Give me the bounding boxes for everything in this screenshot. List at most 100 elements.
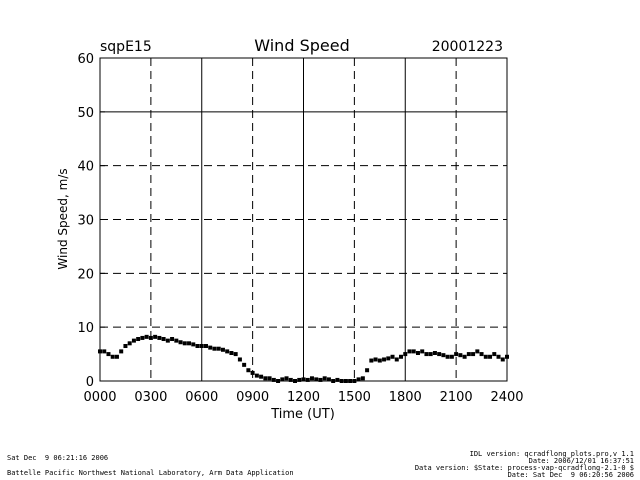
data-point: [280, 377, 285, 382]
data-point: [102, 349, 107, 354]
data-point: [437, 352, 442, 357]
data-point: [449, 354, 454, 359]
data-point: [178, 340, 183, 345]
axis-ticks: 0000 0300 0600 0900 1200 1500 1800 2100 2400 0 10 2…: [77, 52, 523, 405]
x-tick-label: 0300: [134, 390, 167, 405]
data-point: [165, 338, 170, 343]
data-point: [492, 352, 497, 357]
data-point: [174, 338, 179, 343]
data-point: [428, 352, 433, 357]
data-point: [356, 377, 361, 382]
data-point: [187, 341, 192, 346]
y-tick-label: 40: [77, 160, 94, 175]
x-tick-label: 1500: [338, 390, 371, 405]
data-point: [246, 368, 251, 373]
data-point: [365, 368, 370, 373]
data-point: [259, 374, 264, 379]
footer-right-line3: Data version: $State: process-vap-qcradf…: [414, 464, 634, 472]
x-tick-label: 2100: [440, 390, 473, 405]
data-point: [191, 342, 196, 347]
x-tick-label: 0000: [83, 390, 116, 405]
data-point: [195, 344, 200, 349]
data-point: [479, 352, 484, 357]
data-point: [212, 346, 217, 351]
data-point: [284, 376, 289, 381]
y-tick-label: 50: [77, 106, 94, 121]
data-point: [216, 346, 221, 351]
data-point: [360, 376, 365, 381]
data-point: [153, 334, 158, 339]
data-point: [458, 353, 463, 358]
data-point: [110, 354, 115, 359]
x-tick-label: 1200: [287, 390, 320, 405]
x-tick-label: 0900: [236, 390, 269, 405]
data-point: [343, 379, 348, 383]
data-point: [326, 377, 331, 382]
data-point: [267, 376, 272, 381]
data-point: [394, 357, 399, 362]
data-point: [377, 358, 382, 363]
data-point: [322, 376, 327, 381]
data-point: [276, 379, 281, 383]
footer-left-line1: Sat Dec 9 06:21:16 2006: [7, 454, 109, 462]
footer-right-line2: Date: 2006/12/01 16:37:51: [528, 457, 634, 465]
data-point: [305, 377, 310, 382]
data-point: [348, 379, 353, 383]
data-point: [131, 338, 136, 343]
data-point: [136, 337, 141, 342]
data-point: [225, 349, 230, 354]
data-point: [161, 337, 166, 342]
y-tick-label: 30: [77, 214, 94, 229]
x-axis-label: Time (UT): [270, 407, 335, 422]
data-point: [407, 349, 412, 354]
data-point: [199, 344, 204, 349]
data-points: [98, 334, 509, 383]
data-point: [123, 344, 128, 349]
data-point: [140, 335, 145, 340]
data-point: [462, 354, 467, 359]
data-point: [250, 370, 255, 375]
data-point: [288, 377, 293, 382]
data-point: [373, 357, 378, 362]
data-point: [220, 347, 225, 352]
data-point: [420, 349, 425, 354]
data-point: [254, 373, 259, 378]
data-point: [445, 354, 450, 359]
y-tick-label: 60: [77, 52, 94, 67]
data-point: [318, 377, 323, 382]
data-point: [496, 354, 501, 359]
data-point: [432, 351, 437, 356]
data-point: [119, 349, 124, 354]
data-point: [127, 341, 132, 346]
data-point: [208, 345, 213, 350]
y-tick-label: 10: [77, 321, 94, 336]
footer-right-line1: IDL version: qcradflong_plots.pro,v 1.1: [469, 450, 634, 458]
chart-title: Wind Speed: [254, 36, 349, 55]
x-tick-label: 1800: [389, 390, 422, 405]
data-point: [386, 356, 391, 361]
data-point: [148, 335, 153, 340]
date-label: 20001223: [432, 39, 503, 55]
data-point: [415, 351, 420, 356]
data-point: [369, 358, 374, 363]
data-point: [293, 379, 298, 383]
data-point: [441, 353, 446, 358]
data-point: [471, 352, 476, 357]
data-point: [182, 341, 187, 346]
x-tick-label: 2400: [490, 390, 523, 405]
data-point: [229, 351, 234, 356]
data-point: [403, 352, 408, 357]
data-point: [297, 377, 302, 382]
data-point: [114, 354, 119, 359]
data-point: [314, 377, 319, 382]
data-point: [424, 352, 429, 357]
data-point: [335, 377, 340, 382]
data-point: [263, 376, 268, 381]
data-point: [390, 354, 395, 359]
data-point: [170, 337, 175, 342]
data-point: [382, 357, 387, 362]
data-point: [488, 354, 493, 359]
y-tick-label: 0: [86, 375, 94, 390]
data-point: [203, 344, 208, 349]
